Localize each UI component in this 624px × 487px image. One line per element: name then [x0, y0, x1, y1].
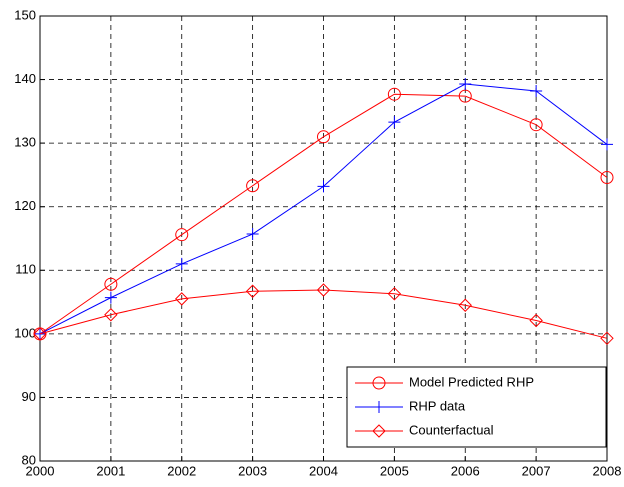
marker	[387, 87, 401, 101]
x-tick-label: 2007	[522, 463, 551, 478]
marker	[530, 85, 543, 98]
legend: Model Predicted RHP RHP data Counterfactua…	[346, 366, 607, 448]
marker	[175, 257, 188, 270]
axes-box	[39, 15, 608, 462]
marker	[245, 284, 260, 298]
marker	[600, 331, 614, 346]
marker	[458, 89, 472, 103]
x-tick-label: 2005	[380, 463, 409, 478]
marker	[104, 291, 117, 304]
y-tick-label: 120	[14, 198, 36, 213]
marker	[317, 180, 330, 193]
y-tick-label: 90	[22, 389, 36, 404]
marker	[246, 228, 259, 241]
marker	[459, 78, 472, 91]
series-line	[39, 93, 608, 335]
y-tick-label: 100	[14, 325, 36, 340]
y-tick-label: 140	[14, 71, 36, 86]
marker	[175, 292, 189, 306]
marker	[104, 277, 118, 291]
marker	[104, 308, 118, 322]
legend-label: Counterfactual	[409, 422, 494, 437]
marker	[317, 130, 330, 144]
marker	[601, 138, 613, 151]
legend-marker	[373, 401, 385, 413]
x-tick-label: 2001	[96, 463, 125, 478]
x-tick-label: 2003	[238, 463, 267, 478]
marker	[246, 179, 260, 193]
legend-marker	[372, 376, 386, 390]
y-tick-label: 150	[14, 7, 36, 22]
x-tick-label: 2006	[451, 463, 480, 478]
marker	[388, 116, 401, 129]
marker	[529, 313, 543, 328]
marker	[529, 118, 543, 132]
legend-marker	[372, 424, 386, 438]
y-tick-label: 80	[22, 452, 36, 467]
x-tick-label: 2000	[26, 463, 55, 478]
marker	[33, 327, 47, 341]
marker	[175, 228, 189, 242]
x-tick-label: 2002	[167, 463, 196, 478]
marker	[458, 298, 472, 312]
legend-label: RHP data	[409, 398, 466, 413]
series-line	[39, 289, 608, 339]
y-tick-label: 130	[14, 135, 36, 150]
marker	[387, 287, 402, 301]
y-tick-label: 110	[15, 262, 36, 277]
marker	[600, 170, 614, 184]
legend-label: Model Predicted RHP	[409, 374, 534, 389]
x-tick-label: 2008	[593, 463, 622, 478]
marker	[316, 283, 331, 297]
x-tick-label: 2004	[309, 463, 338, 478]
